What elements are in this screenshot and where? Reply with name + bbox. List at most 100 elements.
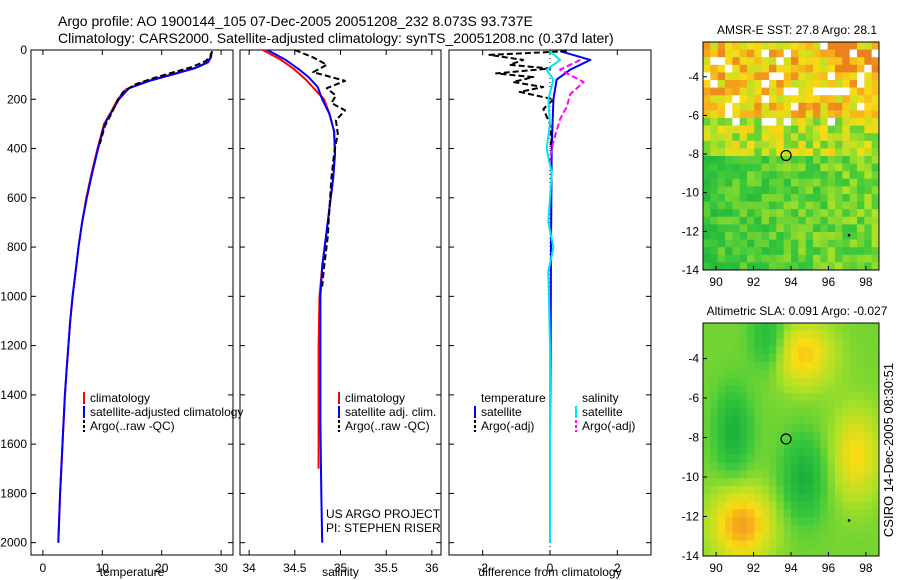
sla_map-cell [820, 392, 828, 401]
sla_map-cell [871, 462, 880, 471]
sla_map-cell [732, 431, 740, 440]
sla_map-cell [703, 517, 711, 526]
sst_map-cell [739, 95, 748, 104]
sla_map-cell [813, 493, 821, 502]
sla_map-cell [849, 323, 858, 332]
sla_map-title: Altimetric SLA: 0.091 Argo: -0.027 [707, 304, 888, 318]
sst_map-cell [835, 118, 843, 126]
sla_map-cell [776, 462, 784, 471]
sst_map-cell [725, 72, 733, 81]
difference-series-salinity-satellite [545, 50, 562, 543]
sla_map-cell [805, 509, 814, 518]
sla_map-cell [717, 455, 726, 464]
sst_map-cell [761, 80, 770, 88]
sst_map-cell [783, 80, 792, 88]
sst_map-cell [761, 125, 770, 134]
sst_map-cell [820, 247, 828, 256]
sla_map-cell [754, 439, 762, 448]
sst_map-cell [813, 247, 821, 256]
sla_map-cell [703, 377, 711, 386]
sst_map-cell [827, 87, 836, 96]
sst_map-cell [820, 194, 828, 202]
sla_map-cell [754, 509, 762, 518]
sst_map-cell [857, 102, 865, 111]
sst_map-cell [813, 42, 821, 50]
sst_map-cell [769, 87, 777, 96]
sst_map-cell [717, 57, 726, 66]
sst_map-cell [813, 80, 821, 88]
sla_map-cell [849, 470, 858, 479]
sla_map-cell [776, 478, 784, 487]
sst_map-cell [820, 216, 828, 225]
sla_map-cell [827, 470, 836, 479]
sst_map-cell [783, 216, 792, 225]
sla_map-cell [732, 423, 740, 433]
sla_map-cell [827, 346, 836, 355]
sla_map-cell [857, 377, 865, 386]
sst_map-cell [835, 178, 843, 187]
legend-temp-clim: climatology [90, 391, 150, 405]
sst_map-cell [769, 224, 777, 233]
sst_map-cell [754, 140, 762, 149]
sst_map-cell [761, 216, 770, 225]
sla_map-cell [871, 377, 880, 386]
sla_map-cell [813, 392, 821, 401]
sst_map-cell [849, 42, 858, 50]
sla_map-cell [798, 470, 806, 479]
temperature-legend: climatology satellite-adjusted climatolo… [83, 391, 243, 433]
sla_map-cell [835, 540, 843, 549]
sst_map-cell [710, 163, 718, 172]
sst_map-cell [717, 232, 726, 240]
sla_map-cell [813, 400, 821, 409]
sla_map-cell [813, 540, 821, 549]
sst_map-cell [717, 171, 726, 180]
sst_map-cell [776, 247, 784, 256]
sla_map-cell [827, 532, 836, 541]
sla_map-cell [798, 431, 806, 440]
sst_map-cell [805, 148, 814, 157]
sst_map-cell [820, 80, 828, 88]
sst_map-cell [739, 64, 748, 73]
salinity-legend: climatology satellite adj. clim. Argo(..… [338, 391, 436, 433]
sst_map-cell [769, 247, 777, 256]
sla_map-cell [710, 377, 718, 386]
sst_map-cell [842, 42, 850, 50]
sla_map-cell [783, 486, 792, 495]
sla_map-cell [703, 447, 711, 456]
sst_map-cell [776, 232, 784, 240]
sla_map-cell [703, 431, 711, 440]
sst_map-cell [871, 171, 880, 180]
sst_map-cell [842, 178, 850, 187]
sla_map-cell [798, 478, 806, 487]
sla_map-cell [732, 361, 740, 370]
sla_map-cell [739, 486, 748, 495]
sst_map-cell [820, 178, 828, 187]
sst_map-cell [747, 125, 755, 134]
sla_map-cell [805, 532, 814, 541]
sst_map-cell [864, 133, 872, 142]
sla_map-cell [849, 423, 858, 433]
sst_map-cell [732, 80, 740, 88]
sst_map-cell [864, 239, 872, 248]
sla_map-cell [791, 532, 799, 541]
sla_map-cell [791, 416, 799, 425]
sst_map-cell [857, 171, 865, 180]
sla_map-cell [739, 346, 748, 355]
sla_map-cell [783, 330, 792, 339]
sst_map-cell [835, 194, 843, 202]
sst_map-cell [820, 254, 828, 263]
sla_map-cell [820, 447, 828, 456]
sst_map-cell [835, 133, 843, 142]
sst_map-cell [776, 254, 784, 263]
legend-diff-sal-head: salinity [582, 391, 619, 405]
sla_map-cell [813, 509, 821, 518]
sla_map-cell [776, 501, 784, 510]
sla_map-cell [776, 338, 784, 347]
sla_map-cell [871, 330, 880, 339]
sst_map-cell [835, 140, 843, 149]
sla_map-cell [849, 392, 858, 401]
sst_map-cell [703, 80, 711, 88]
sla_map-cell [849, 447, 858, 456]
sst_map-cell [776, 163, 784, 172]
sla_map-cell [849, 400, 858, 409]
